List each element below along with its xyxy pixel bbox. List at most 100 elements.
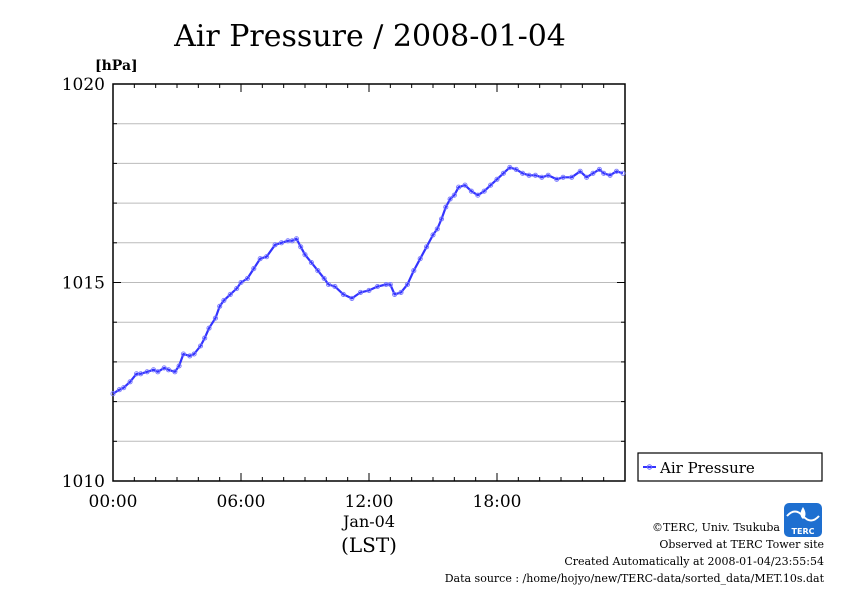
- x-tick-label: 18:00: [473, 492, 522, 512]
- footer-copyright: ©TERC, Univ. Tsukuba: [651, 521, 780, 534]
- data-point: [434, 226, 440, 232]
- data-point: [494, 176, 500, 182]
- data-point: [293, 236, 300, 242]
- data-point: [475, 192, 481, 198]
- x-tick-labels: 00:00 06:00 12:00 18:00: [89, 492, 522, 512]
- x-tick-label: 06:00: [217, 492, 266, 512]
- data-point: [620, 170, 626, 176]
- data-point: [507, 164, 513, 170]
- data-point: [526, 172, 532, 178]
- x-tick-label: 00:00: [89, 492, 138, 512]
- legend-swatch-marker: [646, 464, 653, 470]
- terc-logo-text: TERC: [792, 527, 815, 536]
- data-point: [438, 216, 445, 222]
- data-point: [206, 325, 212, 331]
- data-point: [187, 353, 193, 359]
- data-point: [560, 174, 566, 180]
- data-point: [110, 391, 116, 397]
- data-point: [251, 266, 257, 272]
- data-point: [238, 279, 244, 286]
- terc-logo: TERC: [784, 503, 822, 537]
- data-point: [264, 254, 270, 260]
- series-line-air-pressure: [112, 166, 624, 395]
- data-point: [596, 166, 602, 172]
- data-point: [569, 174, 575, 180]
- x-date-label: Jan-04: [341, 512, 395, 531]
- data-point: [332, 283, 338, 290]
- x-tick-label: 12:00: [345, 492, 394, 512]
- data-point: [424, 244, 430, 250]
- data-point: [481, 188, 487, 194]
- data-point: [321, 275, 327, 282]
- chart-grid: [113, 123, 625, 442]
- data-point: [302, 252, 308, 258]
- data-point: [462, 182, 468, 188]
- data-point: [155, 369, 161, 375]
- data-point: [197, 343, 204, 349]
- data-point: [468, 188, 474, 194]
- data-point: [451, 192, 457, 198]
- data-point: [443, 204, 449, 210]
- data-point: [315, 268, 321, 274]
- data-point: [180, 351, 186, 357]
- data-point: [357, 289, 364, 295]
- data-point: [554, 176, 560, 182]
- data-point: [601, 170, 607, 176]
- data-point: [121, 385, 127, 391]
- data-point: [161, 365, 167, 371]
- axis-ticks: [112, 83, 626, 482]
- data-point: [430, 232, 436, 238]
- data-point: [165, 367, 172, 373]
- data-point: [340, 291, 346, 297]
- data-point: [398, 289, 404, 295]
- terc-logo-drop-icon: [800, 507, 806, 519]
- y-tick-label: 1010: [62, 472, 105, 492]
- data-point: [447, 196, 453, 202]
- data-point: [513, 166, 519, 172]
- data-point: [227, 291, 233, 297]
- y-axis-unit-label: [hPa]: [95, 58, 138, 74]
- data-point: [392, 291, 398, 297]
- data-point: [387, 281, 393, 288]
- data-point: [289, 238, 295, 244]
- data-point: [539, 174, 545, 180]
- footer-observed: Observed at TERC Tower site: [659, 538, 824, 551]
- data-point: [298, 244, 304, 250]
- legend-box: [637, 452, 823, 482]
- data-point: [532, 172, 538, 178]
- data-point: [272, 242, 278, 248]
- data-point: [127, 379, 133, 385]
- data-point: [374, 283, 381, 290]
- data-point: [404, 281, 410, 288]
- data-point: [202, 335, 208, 341]
- data-point: [545, 172, 551, 178]
- data-point: [172, 369, 178, 375]
- data-point: [607, 172, 613, 178]
- data-point: [325, 281, 332, 288]
- data-point: [411, 268, 417, 274]
- data-point: [278, 240, 285, 246]
- footer-created: Created Automatically at 2008-01-04/23:5…: [564, 555, 824, 568]
- legend-entry-air-pressure: Air Pressure: [659, 459, 755, 477]
- data-point: [257, 256, 263, 262]
- data-point: [613, 168, 620, 174]
- data-point: [221, 297, 227, 303]
- data-point: [217, 303, 223, 309]
- data-point: [150, 367, 157, 373]
- y-tick-label: 1015: [62, 274, 105, 294]
- data-point: [417, 256, 423, 262]
- data-point: [176, 363, 182, 369]
- series-group: [110, 164, 626, 397]
- data-point: [584, 174, 590, 180]
- data-point: [500, 170, 506, 176]
- data-point: [234, 285, 240, 292]
- data-point: [191, 351, 197, 357]
- footer-source: Data source : /home/hojyo/new/TERC-data/…: [444, 572, 824, 585]
- legend: Air Pressure: [637, 452, 823, 482]
- data-point: [116, 387, 122, 393]
- data-point: [308, 260, 314, 266]
- data-point: [520, 170, 526, 176]
- data-point: [456, 184, 462, 190]
- data-point: [349, 295, 355, 301]
